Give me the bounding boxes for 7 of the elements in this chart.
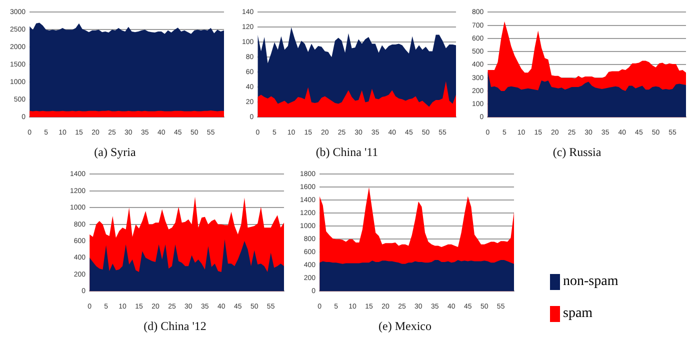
text: (a) Syria [94, 144, 136, 159]
text: (c) Russia [552, 144, 602, 159]
text: (e) Mexico [378, 318, 432, 333]
text: (b) China '11 [316, 144, 378, 159]
legend-label: non-spam [563, 274, 618, 290]
legend-label: spam [563, 306, 593, 322]
text: (d) China '12 [144, 318, 206, 333]
